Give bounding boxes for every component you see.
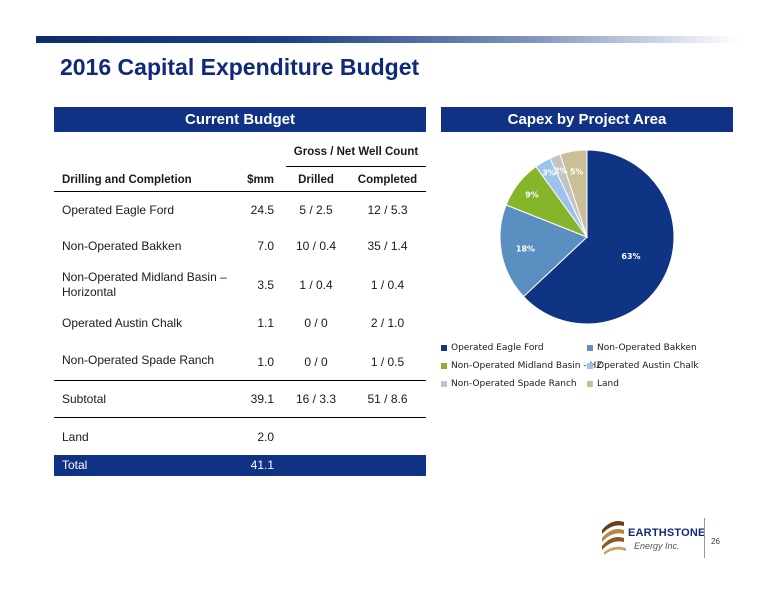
legend-item: Non-Operated Midland Basin - HZ xyxy=(441,361,602,371)
earthstone-logo xyxy=(602,521,626,555)
legend-item: Non-Operated Spade Ranch xyxy=(441,379,577,389)
legend-label: Non-Operated Spade Ranch xyxy=(451,379,577,389)
legend-swatch xyxy=(587,381,593,387)
legend-item: Operated Eagle Ford xyxy=(441,343,544,353)
pie-slice xyxy=(499,204,588,298)
row-mm: 39.1 xyxy=(250,392,274,406)
pie-data-label: 3% xyxy=(542,169,556,178)
legend-item: Non-Operated Bakken xyxy=(587,343,697,353)
row-name: Operated Austin Chalk xyxy=(62,316,183,330)
legend-label: Land xyxy=(597,379,619,389)
legend-swatch xyxy=(441,363,447,369)
legend-swatch xyxy=(587,345,593,351)
pie-data-label: 2% xyxy=(554,167,568,176)
logo-name: EARTHSTONE xyxy=(628,527,706,539)
row-completed: 35 / 1.4 xyxy=(367,239,408,253)
row-drilled: 5 / 2.5 xyxy=(299,203,333,217)
footer-divider xyxy=(704,518,705,558)
pie-data-label: 18% xyxy=(516,245,535,254)
total-row: Total 41.1 xyxy=(54,455,426,476)
col-header-drilling: Drilling and Completion xyxy=(62,174,192,186)
row-mm: 2.0 xyxy=(257,430,274,444)
col-header-drilled: Drilled xyxy=(298,174,334,186)
row-mm: 3.5 xyxy=(257,278,274,292)
capex-pie-chart: 63% 18% 9% 3%2% 5% xyxy=(499,149,675,325)
legend-label: Operated Eagle Ford xyxy=(451,343,544,353)
well-count-group-header: Gross / Net Well Count xyxy=(293,146,419,158)
pie-data-label: 5% xyxy=(570,168,584,177)
legend-label: Operated Austin Chalk xyxy=(597,361,699,371)
current-budget-header: Current Budget xyxy=(54,107,426,132)
legend-item: Operated Austin Chalk xyxy=(587,361,699,371)
capex-header: Capex by Project Area xyxy=(441,107,733,132)
row-drilled: 0 / 0 xyxy=(304,355,328,369)
row-mm: 1.0 xyxy=(257,355,274,369)
row-drilled: 10 / 0.4 xyxy=(295,239,337,253)
pie-data-label: 9% xyxy=(525,190,539,199)
pie-slice xyxy=(522,149,675,325)
pie-data-label: 63% xyxy=(621,252,640,261)
row-completed: 1 / 0.4 xyxy=(370,278,405,292)
row-mm: 24.5 xyxy=(250,203,274,217)
slide-title: 2016 Capital Expenditure Budget xyxy=(60,54,420,80)
row-name: Subtotal xyxy=(62,392,107,406)
row-drilled: 0 / 0 xyxy=(304,316,328,330)
page-number: 26 xyxy=(711,537,720,546)
legend-swatch xyxy=(587,363,593,369)
legend-label: Non-Operated Bakken xyxy=(597,343,697,353)
row-completed: 2 / 1.0 xyxy=(370,316,405,330)
col-header-mm: $mm xyxy=(247,174,274,186)
row-mm: 1.1 xyxy=(257,316,274,330)
legend-label: Non-Operated Midland Basin - HZ xyxy=(451,361,603,371)
row-name: Non-Operated Bakken xyxy=(62,239,182,253)
total-value: 41.1 xyxy=(250,458,274,472)
row-name: Non-Operated Midland Basin – xyxy=(62,270,227,284)
row-completed: 1 / 0.5 xyxy=(370,355,405,369)
legend-swatch xyxy=(441,381,447,387)
top-accent-bar xyxy=(36,36,740,43)
subtotal-bottom-rule xyxy=(54,417,426,418)
row-name: Non-Operated Spade Ranch xyxy=(62,353,215,367)
pie-slice xyxy=(559,149,588,238)
legend-item: Land xyxy=(587,379,619,389)
row-completed: 12 / 5.3 xyxy=(367,203,408,217)
total-label: Total xyxy=(62,458,88,472)
row-drilled: 16 / 3.3 xyxy=(295,392,337,406)
row-name: Land xyxy=(62,430,89,444)
legend-swatch xyxy=(441,345,447,351)
row-completed: 51 / 8.6 xyxy=(367,392,408,406)
row-name: Operated Eagle Ford xyxy=(62,203,175,217)
row-name-line2: Horizontal xyxy=(62,285,117,299)
group-header-rule xyxy=(286,166,426,167)
header-rule xyxy=(54,191,426,192)
row-mm: 7.0 xyxy=(257,239,274,253)
row-drilled: 1 / 0.4 xyxy=(299,278,333,292)
subtotal-top-rule xyxy=(54,380,426,381)
logo-subtitle: Energy Inc. xyxy=(634,541,680,551)
col-header-completed: Completed xyxy=(357,174,418,186)
